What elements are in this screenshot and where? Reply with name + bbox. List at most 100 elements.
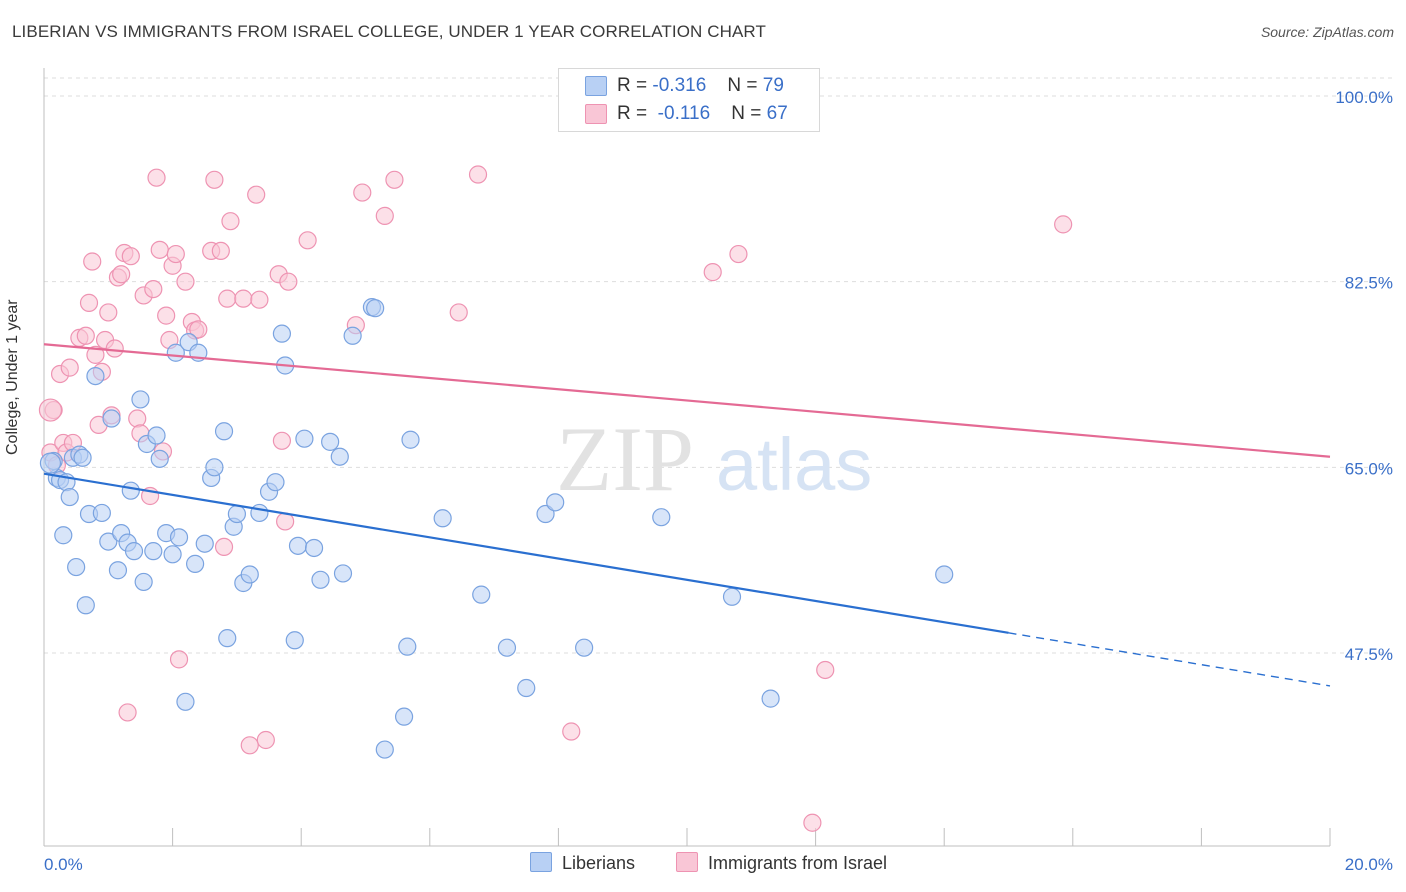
y-tick-label: 82.5%: [1345, 274, 1393, 293]
data-point-israel: [353, 183, 372, 202]
data-point-liberians: [121, 481, 140, 500]
data-point-liberians: [343, 326, 362, 345]
data-point-liberians: [205, 458, 224, 477]
data-point-israel: [176, 272, 195, 291]
data-point-israel: [221, 212, 240, 231]
data-point-liberians: [86, 366, 105, 386]
data-point-liberians: [102, 409, 121, 428]
y-tick-label: 65.0%: [1345, 459, 1393, 478]
watermark-zip: ZIP: [556, 408, 694, 510]
data-point-israel: [279, 272, 298, 291]
data-point-liberians: [401, 430, 420, 449]
data-point-liberians: [60, 487, 79, 507]
trend-line-israel: [43, 343, 1331, 458]
data-point-israel: [211, 241, 230, 260]
data-point-liberians: [472, 585, 491, 604]
legend-r-label: R =: [617, 75, 648, 96]
data-point-liberians: [73, 448, 92, 467]
legend: R = -0.316 N = 79 R = -0.116 N = 67: [558, 68, 820, 132]
data-point-liberians: [218, 629, 237, 648]
data-point-israel: [147, 168, 166, 187]
legend-swatch-liberians: [585, 76, 607, 96]
data-point-israel: [189, 320, 208, 339]
watermark-atlas: atlas: [716, 423, 872, 506]
data-point-liberians: [54, 526, 73, 545]
data-point-liberians: [394, 707, 414, 726]
data-point-israel: [205, 170, 224, 189]
data-point-liberians: [150, 449, 169, 468]
bottom-legend-label-israel: Immigrants from Israel: [708, 853, 888, 873]
chart-title: LIBERIAN VS IMMIGRANTS FROM ISRAEL COLLE…: [12, 22, 766, 41]
data-point-liberians: [134, 572, 153, 592]
data-point-liberians: [288, 536, 308, 555]
data-point-israel: [105, 339, 124, 358]
data-point-liberians: [575, 638, 594, 657]
data-point-liberians: [935, 565, 954, 584]
data-point-liberians: [333, 564, 353, 583]
data-point-israel: [38, 398, 63, 422]
data-point-israel: [218, 289, 237, 308]
data-point-liberians: [250, 503, 269, 523]
data-point-liberians: [124, 542, 144, 561]
data-point-liberians: [144, 542, 163, 561]
data-point-liberians: [163, 545, 182, 564]
data-point-liberians: [330, 447, 349, 466]
trend-line-liberians: [43, 472, 1009, 634]
data-point-liberians: [169, 528, 189, 547]
data-point-israel: [99, 303, 118, 322]
watermark: ZIP atlas: [556, 408, 872, 510]
legend-swatch-israel: [585, 104, 607, 124]
data-point-israel: [121, 247, 140, 266]
series-liberians-points: [39, 298, 954, 759]
data-point-israel: [562, 722, 581, 741]
data-point-liberians: [321, 432, 340, 451]
data-point-liberians: [311, 570, 330, 589]
x-tick-label: 0.0%: [44, 855, 83, 874]
y-axis-label: College, Under 1 year: [4, 299, 21, 455]
data-point-israel: [1054, 215, 1073, 234]
data-point-liberians: [536, 504, 555, 524]
bottom-legend-label-liberians: Liberians: [562, 853, 636, 873]
data-point-liberians: [652, 508, 671, 527]
y-tick-labels: 47.5% 65.0% 82.5% 100.0%: [1335, 88, 1393, 664]
data-point-liberians: [497, 638, 517, 657]
data-point-israel: [729, 244, 748, 264]
data-point-liberians: [176, 692, 195, 711]
data-point-israel: [247, 185, 266, 204]
data-point-liberians: [240, 565, 259, 584]
data-point-israel: [214, 537, 234, 557]
x-tick-labels: 0.0% 20.0%: [44, 855, 1393, 874]
data-point-israel: [240, 736, 259, 755]
data-point-israel: [60, 358, 79, 377]
legend-n-label: N =: [727, 75, 758, 96]
data-point-israel: [118, 703, 137, 722]
data-point-israel: [128, 409, 147, 428]
trend-line-liberians-extension: [1008, 632, 1331, 687]
data-point-liberians: [304, 538, 324, 558]
data-point-israel: [703, 263, 722, 282]
data-point-liberians: [195, 534, 214, 553]
data-point-liberians: [722, 587, 742, 606]
data-point-israel: [157, 306, 176, 325]
data-point-liberians: [517, 678, 536, 698]
y-tick-label: 47.5%: [1345, 645, 1393, 664]
bottom-legend-swatch-liberians: [530, 852, 552, 872]
data-point-israel: [79, 293, 99, 312]
x-tick-label: 20.0%: [1345, 855, 1393, 874]
legend-israel-r: -0.116: [657, 103, 711, 124]
data-point-israel: [385, 170, 404, 189]
data-point-israel: [169, 650, 189, 669]
data-point-israel: [234, 289, 253, 308]
data-point-israel: [112, 265, 131, 284]
data-point-liberians: [92, 503, 111, 523]
data-point-liberians: [76, 596, 95, 615]
data-point-liberians: [295, 429, 314, 448]
data-point-israel: [816, 660, 835, 680]
data-point-israel: [144, 279, 163, 299]
data-point-israel: [150, 240, 169, 259]
data-point-liberians: [761, 689, 780, 708]
data-point-israel: [272, 431, 292, 450]
data-point-liberians: [272, 324, 292, 343]
data-point-liberians: [433, 509, 452, 528]
